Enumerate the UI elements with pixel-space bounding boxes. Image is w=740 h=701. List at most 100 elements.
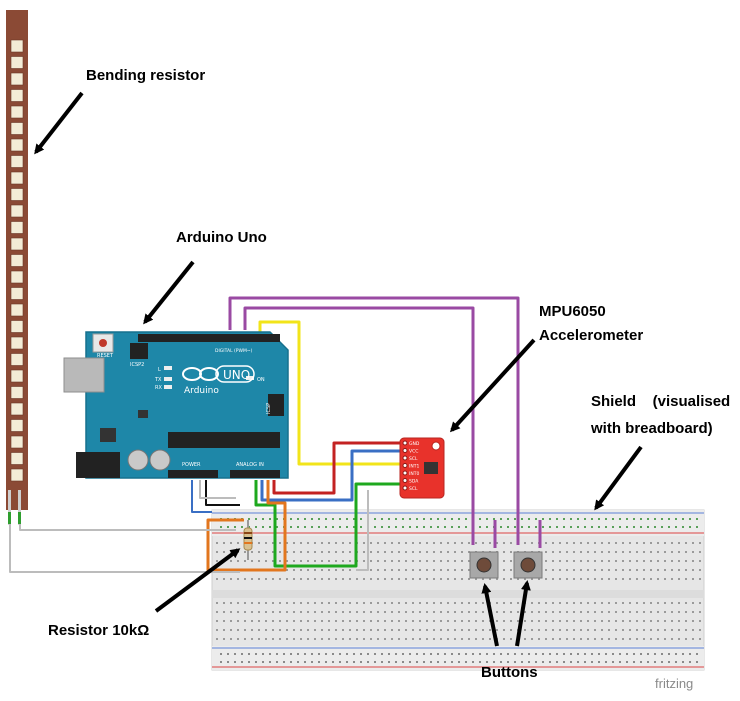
breadboard-hole [675, 653, 677, 655]
breadboard-hole [489, 638, 491, 640]
breadboard-hole [465, 518, 467, 520]
breadboard-hole [556, 518, 558, 520]
breadboard-hole [577, 661, 579, 663]
breadboard-hole [682, 526, 684, 528]
breadboard-hole [626, 661, 628, 663]
breadboard-hole [265, 560, 267, 562]
breadboard-hole [531, 638, 533, 640]
breadboard-hole [643, 560, 645, 562]
breadboard-hole [286, 542, 288, 544]
breadboard-hole [584, 653, 586, 655]
breadboard-hole [605, 518, 607, 520]
breadboard-hole [486, 661, 488, 663]
breadboard-hole [671, 638, 673, 640]
breadboard-hole [297, 526, 299, 528]
breadboard-hole [230, 629, 232, 631]
breadboard-hole [671, 602, 673, 604]
breadboard-hole [353, 526, 355, 528]
breadboard-hole [244, 611, 246, 613]
breadboard-hole [507, 526, 509, 528]
breadboard-hole [262, 526, 264, 528]
breadboard-hole [440, 611, 442, 613]
breadboard-hole [475, 629, 477, 631]
breadboard-hole [493, 661, 495, 663]
breadboard-hole [650, 569, 652, 571]
breadboard-hole [601, 620, 603, 622]
breadboard-hole [300, 542, 302, 544]
breadboard-hole [510, 551, 512, 553]
breadboard-hole [416, 518, 418, 520]
breadboard-hole [615, 551, 617, 553]
breadboard-hole [454, 602, 456, 604]
breadboard-hole [601, 551, 603, 553]
breadboard-hole [384, 629, 386, 631]
breadboard-hole [587, 569, 589, 571]
mpu6050-pin [402, 478, 408, 483]
breadboard-hole [591, 653, 593, 655]
breadboard-hole [353, 661, 355, 663]
breadboard-hole [286, 551, 288, 553]
breadboard-hole [342, 611, 344, 613]
breadboard-hole [587, 578, 589, 580]
breadboard-hole [657, 551, 659, 553]
breadboard-hole [328, 629, 330, 631]
breadboard-hole [325, 653, 327, 655]
breadboard-hole [461, 620, 463, 622]
breadboard-hole [699, 602, 701, 604]
breadboard-hole [619, 526, 621, 528]
breadboard-hole [552, 629, 554, 631]
breadboard-hole [650, 542, 652, 544]
breadboard-hole [692, 620, 694, 622]
breadboard-hole [622, 569, 624, 571]
breadboard-hole [216, 602, 218, 604]
flex-segment [10, 369, 24, 383]
breadboard-hole [405, 620, 407, 622]
breadboard-hole [269, 518, 271, 520]
breadboard-hole [339, 526, 341, 528]
breadboard-hole [535, 526, 537, 528]
breadboard-hole [496, 602, 498, 604]
breadboard-hole [419, 638, 421, 640]
breadboard-hole [510, 620, 512, 622]
breadboard-hole [577, 526, 579, 528]
breadboard-hole [297, 661, 299, 663]
breadboard-hole [608, 560, 610, 562]
push-button-2-cap [520, 557, 536, 573]
breadboard-hole [507, 518, 509, 520]
breadboard-hole [279, 611, 281, 613]
breadboard-hole [318, 653, 320, 655]
breadboard-hole [524, 578, 526, 580]
breadboard-hole [650, 638, 652, 640]
breadboard-hole [419, 569, 421, 571]
breadboard-hole [321, 602, 323, 604]
breadboard-hole [461, 629, 463, 631]
breadboard-hole [668, 653, 670, 655]
breadboard-hole [234, 661, 236, 663]
breadboard-hole [426, 569, 428, 571]
breadboard-hole [321, 611, 323, 613]
breadboard-hole [451, 653, 453, 655]
breadboard-hole [661, 526, 663, 528]
breadboard-hole [328, 611, 330, 613]
wire-red-vcc [272, 441, 406, 495]
breadboard-hole [262, 518, 264, 520]
breadboard-hole [367, 661, 369, 663]
breadboard-hole [685, 551, 687, 553]
breadboard-hole [643, 638, 645, 640]
breadboard-hole [629, 542, 631, 544]
breadboard-hole [370, 611, 372, 613]
breadboard-hole [475, 542, 477, 544]
breadboard-hole [570, 653, 572, 655]
breadboard-hole [451, 661, 453, 663]
breadboard-hole [503, 578, 505, 580]
breadboard-hole [517, 578, 519, 580]
breadboard-hole [332, 661, 334, 663]
breadboard-hole [300, 638, 302, 640]
breadboard-hole [510, 569, 512, 571]
breadboard-hole [580, 638, 582, 640]
breadboard-hole [272, 638, 274, 640]
breadboard-hole [258, 560, 260, 562]
breadboard-hole [349, 629, 351, 631]
breadboard-hole [479, 518, 481, 520]
breadboard-hole [388, 518, 390, 520]
